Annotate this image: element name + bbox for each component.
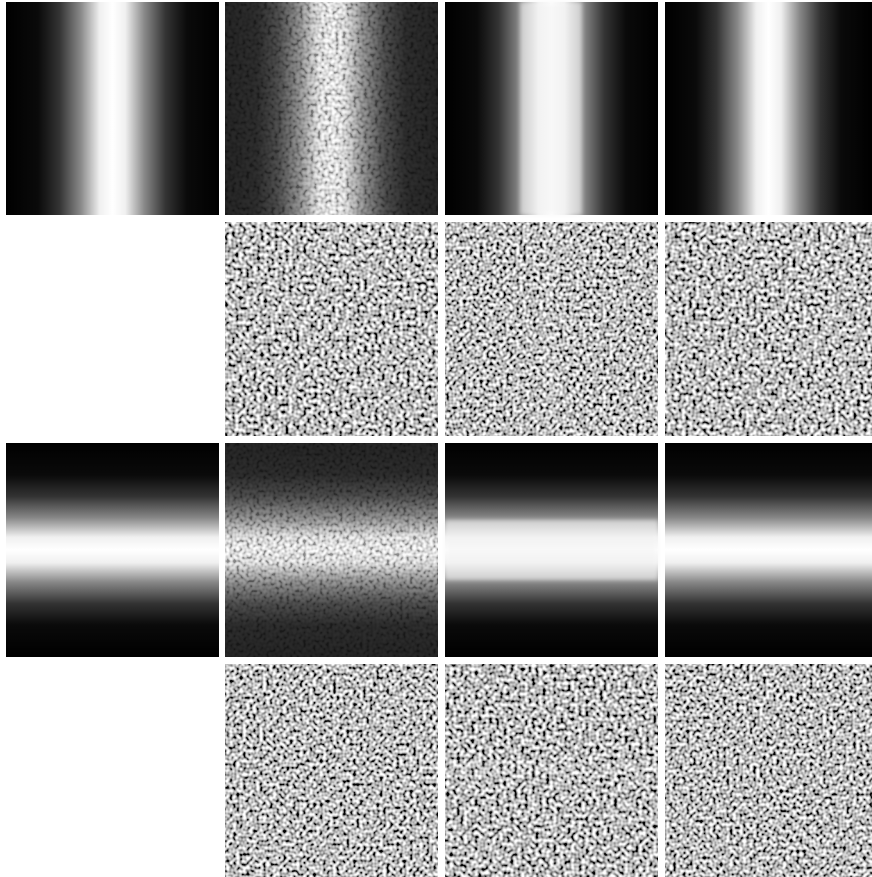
tile-highlight — [445, 762, 658, 774]
tile-noise — [225, 2, 438, 215]
tile-noise — [445, 664, 658, 877]
tile — [445, 222, 658, 436]
tile — [6, 2, 219, 215]
tile — [665, 2, 872, 215]
tile — [445, 664, 658, 877]
tile — [665, 443, 872, 657]
tile — [445, 443, 658, 657]
tile-highlight — [445, 520, 658, 580]
tile — [665, 222, 872, 436]
tile — [225, 222, 438, 436]
tile — [665, 664, 872, 877]
tile — [6, 443, 219, 657]
tile — [225, 443, 438, 657]
tile-noise — [225, 443, 438, 657]
tile — [445, 2, 658, 215]
tile — [225, 2, 438, 215]
tile — [225, 664, 438, 877]
tile-noise — [445, 222, 658, 436]
tile-highlight — [520, 2, 582, 215]
tile-highlight — [544, 222, 556, 436]
